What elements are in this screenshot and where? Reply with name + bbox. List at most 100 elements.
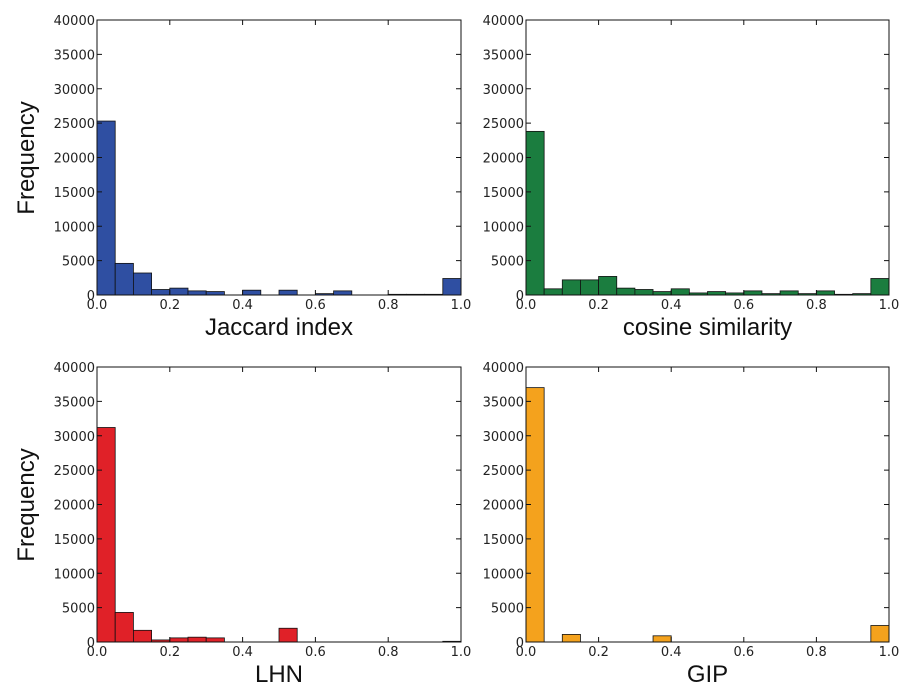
xtick-label-lhn-5: 1.0 xyxy=(451,645,472,660)
chart-jaccard: 0 5000 10000 15000 20000 25000 30000 35000 40000… xyxy=(13,14,471,341)
xtick-label-gip-5: 1.0 xyxy=(879,645,900,660)
xtick-label-jaccard-5: 1.0 xyxy=(451,298,472,313)
bar-jaccard-0 xyxy=(96,120,116,296)
xtick-label-lhn-4: 0.8 xyxy=(378,645,399,660)
ytick-label-gip-3: 15000 xyxy=(483,533,524,548)
ytick-label-gip-5: 25000 xyxy=(483,464,524,479)
bar-lhn-5 xyxy=(187,636,207,643)
bar-cosine-3 xyxy=(580,279,600,296)
ytick-label-cosine-5: 25000 xyxy=(483,117,524,132)
xtick-label-gip-0: 0.0 xyxy=(516,645,537,660)
xlabel-jaccard: Jaccard index xyxy=(205,314,353,341)
ytick-label-jaccard-5: 25000 xyxy=(54,117,95,132)
bar-jaccard-6 xyxy=(205,291,225,296)
bar-jaccard-5 xyxy=(187,290,207,296)
chart-gip: 0 5000 10000 15000 20000 25000 30000 35000 40000… xyxy=(483,361,900,687)
ytick-label-gip-6: 30000 xyxy=(483,430,524,445)
ytick-label-cosine-8: 40000 xyxy=(483,14,524,29)
bar-lhn-10 xyxy=(278,627,298,643)
ytick-label-lhn-1: 5000 xyxy=(62,602,95,617)
ytick-label-cosine-3: 15000 xyxy=(483,186,524,201)
xtick-label-jaccard-4: 0.8 xyxy=(378,298,399,313)
ytick-label-jaccard-8: 40000 xyxy=(54,14,95,29)
ytick-label-gip-2: 10000 xyxy=(483,567,524,582)
bar-lhn-0 xyxy=(96,427,116,643)
ytick-label-jaccard-4: 20000 xyxy=(54,152,95,167)
bar-cosine-19 xyxy=(870,278,890,296)
bar-cosine-6 xyxy=(634,289,654,296)
xtick-label-cosine-3: 0.6 xyxy=(733,298,754,313)
bar-cosine-12 xyxy=(743,290,763,296)
bar-gip-0 xyxy=(525,387,545,643)
xtick-label-cosine-0: 0.0 xyxy=(516,298,537,313)
ytick-label-jaccard-3: 15000 xyxy=(54,186,95,201)
ytick-label-cosine-1: 5000 xyxy=(491,255,524,270)
bar-jaccard-13 xyxy=(333,290,353,296)
xtick-label-jaccard-0: 0.0 xyxy=(87,298,108,313)
ytick-label-jaccard-2: 10000 xyxy=(54,220,95,235)
bar-jaccard-8 xyxy=(242,289,262,296)
ytick-label-lhn-0: 0 xyxy=(87,636,95,651)
xtick-label-cosine-5: 1.0 xyxy=(879,298,900,313)
bar-cosine-0 xyxy=(525,130,545,296)
ytick-label-lhn-2: 10000 xyxy=(54,567,95,582)
xlabel-gip: GIP xyxy=(687,661,728,687)
xtick-label-lhn-2: 0.4 xyxy=(232,645,253,660)
plot-frame-cosine xyxy=(525,19,890,296)
bar-lhn-1 xyxy=(114,612,134,643)
bar-cosine-1 xyxy=(543,288,563,296)
ytick-label-cosine-7: 35000 xyxy=(483,48,524,63)
ytick-label-jaccard-7: 35000 xyxy=(54,48,95,63)
bar-cosine-7 xyxy=(652,291,672,296)
xtick-label-cosine-1: 0.2 xyxy=(588,298,609,313)
ytick-label-cosine-2: 10000 xyxy=(483,220,524,235)
ytick-label-lhn-3: 15000 xyxy=(54,533,95,548)
ylabel-lhn: Frequency xyxy=(13,448,40,561)
xtick-label-jaccard-1: 0.2 xyxy=(159,298,180,313)
ytick-label-gip-1: 5000 xyxy=(491,602,524,617)
ytick-label-gip-8: 40000 xyxy=(483,361,524,376)
chart-cosine: 0 5000 10000 15000 20000 25000 30000 35000 40000… xyxy=(483,14,900,341)
xlabel-lhn: LHN xyxy=(255,661,303,687)
bar-gip-7 xyxy=(652,635,672,643)
xtick-label-gip-2: 0.4 xyxy=(661,645,682,660)
ytick-label-lhn-4: 20000 xyxy=(54,499,95,514)
bar-jaccard-19 xyxy=(442,278,462,296)
bar-lhn-4 xyxy=(169,637,189,643)
bar-cosine-8 xyxy=(670,288,690,296)
xlabel-cosine: cosine similarity xyxy=(623,314,792,341)
ytick-label-lhn-5: 25000 xyxy=(54,464,95,479)
xtick-label-jaccard-2: 0.4 xyxy=(232,298,253,313)
xtick-label-jaccard-3: 0.6 xyxy=(305,298,326,313)
bar-jaccard-2 xyxy=(132,272,152,296)
ytick-label-cosine-0: 0 xyxy=(516,289,524,304)
ytick-label-lhn-8: 40000 xyxy=(54,361,95,376)
bar-lhn-6 xyxy=(205,637,225,643)
bar-cosine-14 xyxy=(779,290,799,296)
bar-cosine-2 xyxy=(561,279,581,296)
plot-frame-jaccard xyxy=(96,19,462,296)
xtick-label-lhn-0: 0.0 xyxy=(87,645,108,660)
ytick-label-cosine-6: 30000 xyxy=(483,83,524,98)
ylabel-jaccard: Frequency xyxy=(13,101,40,214)
ytick-label-lhn-6: 30000 xyxy=(54,430,95,445)
ytick-label-gip-0: 0 xyxy=(516,636,524,651)
xtick-label-gip-4: 0.8 xyxy=(806,645,827,660)
ytick-label-jaccard-1: 5000 xyxy=(62,255,95,270)
ytick-label-gip-7: 35000 xyxy=(483,395,524,410)
bar-cosine-5 xyxy=(616,287,636,296)
plot-frame-lhn xyxy=(96,366,462,643)
bar-cosine-16 xyxy=(816,290,835,296)
bar-gip-19 xyxy=(870,625,890,643)
plot-frame-gip xyxy=(525,366,890,643)
ytick-label-lhn-7: 35000 xyxy=(54,395,95,410)
bar-cosine-10 xyxy=(707,291,727,296)
ytick-label-jaccard-0: 0 xyxy=(87,289,95,304)
bar-jaccard-10 xyxy=(278,289,298,296)
xtick-label-cosine-4: 0.8 xyxy=(806,298,827,313)
ytick-label-cosine-4: 20000 xyxy=(483,152,524,167)
ytick-label-jaccard-6: 30000 xyxy=(54,83,95,98)
bar-jaccard-4 xyxy=(169,287,189,296)
xtick-label-lhn-1: 0.2 xyxy=(159,645,180,660)
